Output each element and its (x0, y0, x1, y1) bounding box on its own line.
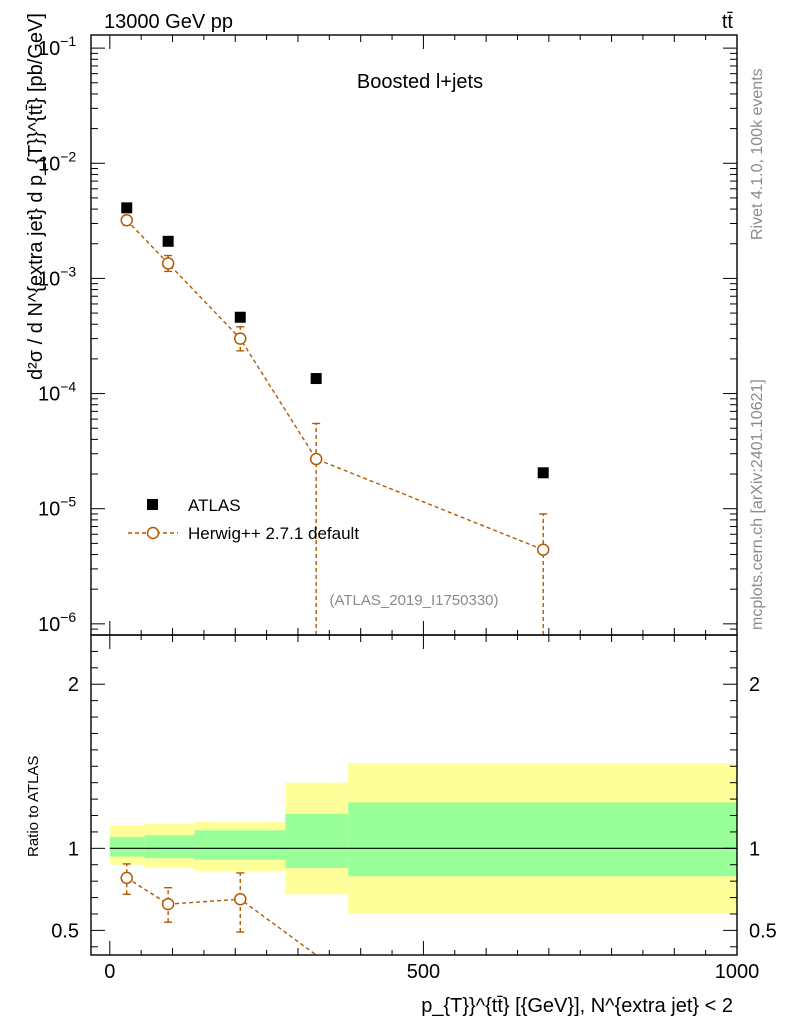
mc-point (536, 543, 550, 557)
chart-title: Boosted l+jets (357, 71, 483, 93)
ratio-y-tick-label-right: 1 (749, 838, 760, 860)
x-tick-label: 1000 (715, 961, 760, 983)
data-point (310, 373, 322, 385)
data-point (234, 311, 246, 323)
ratio-y-tick-label: 0.5 (51, 920, 79, 942)
ratio-y-tick-label: 2 (68, 674, 79, 696)
main-panel: 10−6 10−5 10−4 10−3 10−2 10−1 Boosted l+jets (A… (25, 13, 738, 636)
data-point (162, 235, 174, 247)
uncertainty-band-inner (285, 813, 349, 869)
legend-marker-mc (146, 526, 160, 540)
uncertainty-band-inner (144, 835, 195, 859)
ratio-y-tick-label: 1 (68, 838, 79, 860)
mc-point (161, 257, 175, 270)
uncertainty-band-inner (348, 802, 737, 877)
ratio-y-axis-label: Ratio to ATLAS (25, 756, 42, 857)
uncertainty-band-inner (194, 830, 286, 860)
y-tick-label: 10−5 (38, 494, 76, 521)
uncertainty-band-inner (109, 836, 145, 857)
mc-point (234, 332, 247, 345)
ratio-mc-line (126, 877, 317, 956)
y-tick-label: 10−2 (38, 148, 76, 175)
mcplots-label: mcplots.cern.ch [arXiv:2401.10621] (749, 379, 766, 630)
y-tick-label: 10−3 (38, 263, 76, 290)
process-label: tt̄ (722, 11, 734, 33)
rivet-version-label: Rivet 4.1.0, 100k events (749, 68, 766, 240)
ratio-mc-point (161, 897, 175, 911)
y-tick-label: 10−4 (38, 379, 76, 406)
legend-marker-data (147, 499, 158, 510)
x-tick-label: 500 (407, 961, 440, 983)
main-frame (90, 34, 738, 636)
mc-point (309, 452, 323, 466)
data-point (537, 467, 549, 479)
ratio-frame (90, 634, 738, 956)
ratio-mc-point (234, 892, 247, 906)
legend-label-data: ATLAS (188, 496, 241, 515)
x-tick-label: 0 (104, 961, 115, 983)
mc-point (120, 213, 133, 227)
data-point (121, 202, 133, 214)
energy-label: 13000 GeV pp (104, 11, 233, 33)
y-tick-label: 10−6 (38, 609, 76, 636)
y-axis-label: d²σ / d N^{extra jet} d p_{T}}^{tt̄} [pb… (25, 13, 47, 380)
ratio-panel: 0.5 0.5 1 1 2 2 0 500 1000 Ratio to ATLAS p_{T}}^{… (25, 634, 777, 1017)
ratio-y-tick-label-right: 0.5 (749, 920, 777, 942)
analysis-watermark: (ATLAS_2019_I1750330) (329, 592, 498, 609)
y-tick-label: 10−1 (38, 33, 76, 60)
legend-label-mc: Herwig++ 2.7.1 default (188, 524, 359, 543)
ratio-y-tick-label-right: 2 (749, 674, 760, 696)
x-axis-label: p_{T}}^{tt̄} [{GeV}], N^{extra jet} < 2 (421, 995, 733, 1017)
ratio-mc-point (120, 871, 133, 885)
